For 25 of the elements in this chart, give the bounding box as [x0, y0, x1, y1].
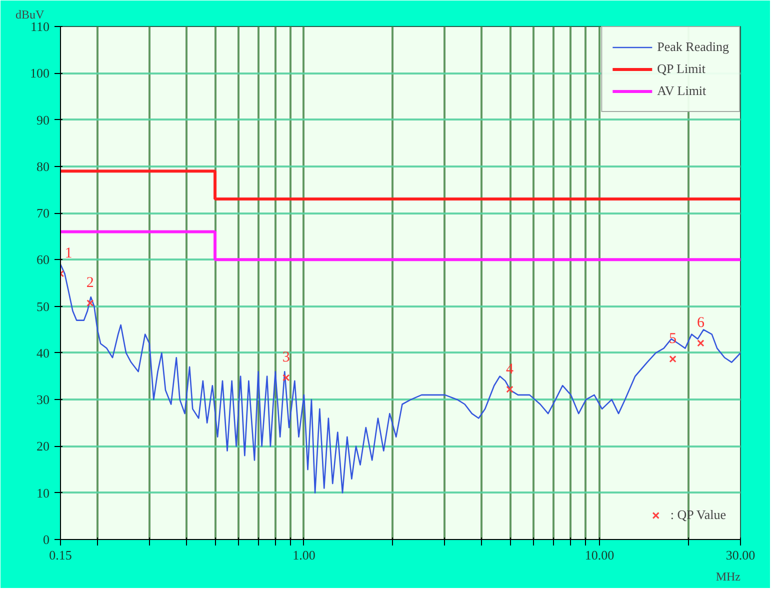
y-tick-label: 100: [30, 66, 50, 81]
y-axis-title: dBuV: [16, 8, 45, 22]
y-tick-label: 90: [36, 112, 50, 128]
annotation: 3: [282, 350, 290, 366]
x-tick-label: 0.15: [49, 548, 72, 562]
y-tick-label: 80: [36, 158, 50, 174]
legend-label: Peak Reading: [657, 39, 729, 55]
annotation: 6: [696, 315, 705, 332]
y-tick-label: 0: [43, 532, 50, 547]
y-tick-label: 110: [30, 19, 50, 34]
annotation: 1: [64, 246, 72, 262]
y-tick-label: 30: [36, 392, 50, 408]
y-tick-label: 70: [36, 206, 50, 221]
y-tick-label: 40: [36, 345, 50, 360]
y-tick-label: 20: [36, 438, 50, 454]
annotation: 2: [86, 275, 94, 292]
x-tick-label: 30.00: [726, 548, 756, 562]
y-tick-label: 60: [36, 252, 50, 268]
x-tick-label: 10.00: [584, 548, 614, 562]
legend-label: AV Limit: [657, 83, 706, 99]
y-tick-label: 50: [36, 298, 50, 314]
x-axis-title: MHz: [716, 570, 741, 584]
x-tick-label: 1.00: [292, 548, 316, 562]
legend-label: QP Limit: [657, 61, 706, 77]
y-tick-label: 10: [36, 485, 50, 500]
